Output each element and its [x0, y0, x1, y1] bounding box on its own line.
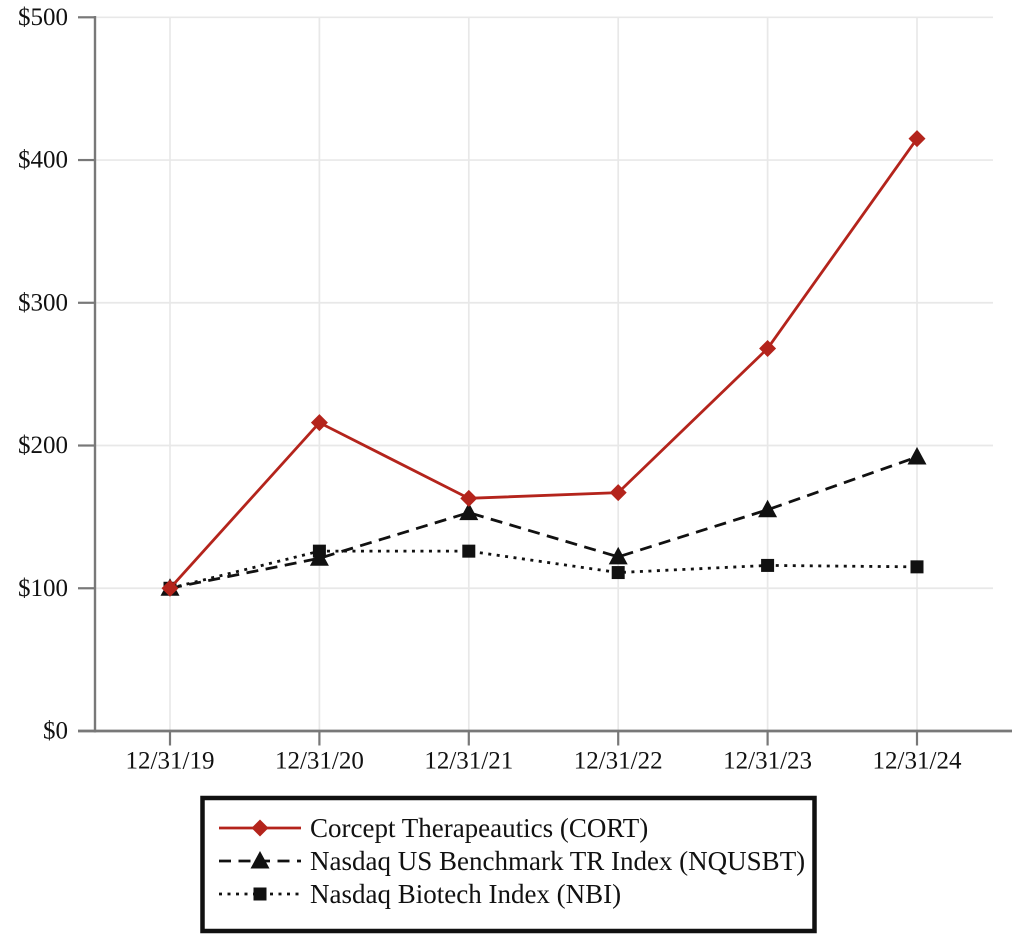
square-marker — [910, 560, 924, 574]
x-axis-labels: 12/31/19 12/31/20 12/31/21 12/31/22 12/3… — [126, 748, 962, 775]
square-marker — [253, 887, 267, 901]
diamond-marker — [908, 130, 926, 148]
triangle-marker — [309, 548, 329, 566]
diamond-marker — [161, 579, 179, 597]
legend-sample-nqusbt — [219, 851, 301, 869]
series-line-dashed — [169, 455, 918, 590]
square-marker — [761, 558, 775, 572]
y-tick-label: $100 — [18, 575, 68, 602]
y-tick-label: $200 — [18, 432, 68, 459]
legend-sample-nbi — [219, 887, 301, 901]
legend-label-nbi: Nasdaq Biotech Index (NBI) — [310, 879, 621, 909]
gridlines — [95, 16, 993, 731]
y-tick-label: $0 — [43, 718, 68, 745]
y-tick-label: $400 — [18, 147, 68, 174]
diamond-marker — [759, 339, 777, 357]
legend-box — [200, 795, 817, 934]
series-line-dotted — [169, 549, 918, 590]
triangle-marker — [459, 502, 479, 521]
legend: Corcept Therapeautics (CORT) Nasdaq US B… — [200, 795, 817, 934]
y-tick-label: $300 — [18, 289, 68, 316]
triangle-marker — [758, 499, 778, 518]
triangle-marker — [250, 851, 270, 869]
y-axis-labels: $0 $100 $200 $300 $400 $500 — [18, 4, 68, 745]
x-tick-label: 12/31/22 — [574, 748, 663, 775]
y-tick-label: $500 — [18, 4, 68, 31]
diamond-marker — [310, 414, 328, 432]
x-tick-label: 12/31/24 — [873, 748, 962, 775]
legend-label-nqusbt: Nasdaq US Benchmark TR Index (NQUSBT) — [310, 846, 805, 876]
x-tick-label: 12/31/19 — [126, 748, 215, 775]
triangle-marker — [907, 446, 927, 465]
x-tick-label: 12/31/23 — [723, 748, 812, 775]
triangle-marker — [608, 546, 628, 565]
x-tick-label: 12/31/21 — [424, 748, 513, 775]
diamond-marker — [460, 489, 478, 507]
x-tick-label: 12/31/20 — [275, 748, 364, 775]
series-line-solid — [168, 137, 919, 590]
legend-sample-cort — [219, 819, 301, 837]
data-series — [160, 130, 927, 597]
diamond-marker — [251, 819, 269, 837]
axis-ticks — [78, 16, 919, 746]
square-marker — [611, 566, 625, 580]
diamond-marker — [609, 484, 627, 502]
legend-label-cort: Corcept Therapeautics (CORT) — [310, 813, 648, 843]
square-marker — [462, 544, 476, 558]
